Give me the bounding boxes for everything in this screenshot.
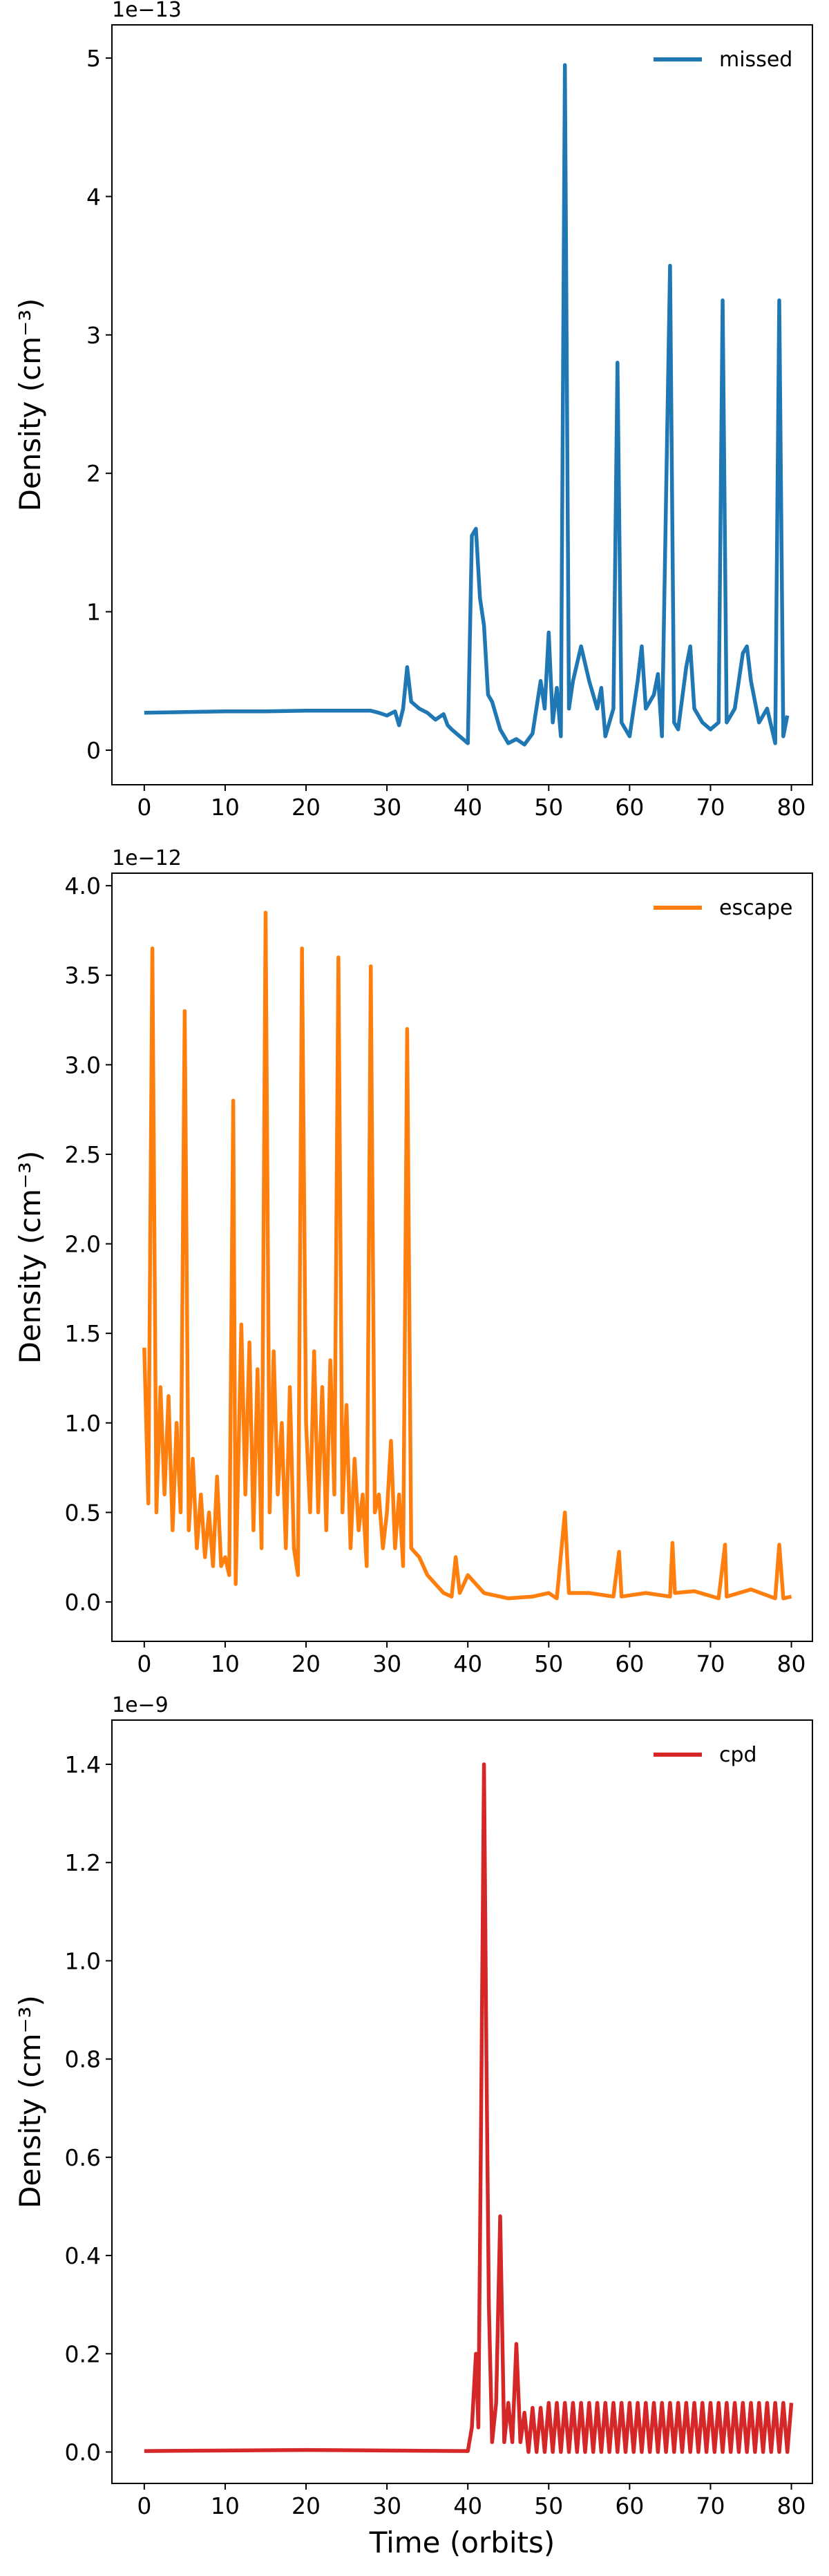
legend-label: cpd xyxy=(719,1743,757,1767)
y-tick-label: 0.0 xyxy=(65,2439,101,2465)
axes-frame xyxy=(111,24,813,785)
y-tick-label: 5 xyxy=(86,45,101,72)
x-tick-label: 70 xyxy=(696,1650,725,1677)
x-tick-label: 40 xyxy=(453,2492,482,2519)
x-tick-label: 20 xyxy=(292,1650,321,1677)
offset-label: 1e−12 xyxy=(112,846,182,870)
x-tick-label: 20 xyxy=(292,2492,321,2519)
x-tick-label: 0 xyxy=(137,1650,151,1677)
x-tick-label: 60 xyxy=(615,794,644,821)
y-tick-label: 0.5 xyxy=(65,1499,101,1526)
data-line xyxy=(142,910,792,1601)
y-tick-label: 2.0 xyxy=(65,1231,101,1258)
x-axis-label: Time (orbits) xyxy=(369,2526,555,2559)
x-tick-label: 40 xyxy=(453,1650,482,1677)
offset-label: 1e−13 xyxy=(112,0,182,22)
y-tick-label: 4 xyxy=(86,183,101,210)
y-tick-label: 1 xyxy=(86,599,101,626)
x-tick-label: 80 xyxy=(777,794,806,821)
legend-label: escape xyxy=(719,896,792,920)
y-tick-label: 1.5 xyxy=(65,1320,101,1347)
x-tick-label: 10 xyxy=(211,2492,240,2519)
x-tick-label: 0 xyxy=(137,2492,151,2519)
x-tick-label: 40 xyxy=(453,794,482,821)
y-tick-label: 0.8 xyxy=(65,2046,101,2073)
x-tick-label: 50 xyxy=(534,2492,563,2519)
x-tick-label: 70 xyxy=(696,794,725,821)
x-tick-label: 60 xyxy=(615,1650,644,1677)
y-axis-label: Density (cm⁻³) xyxy=(13,1995,47,2208)
y-tick-label: 0.6 xyxy=(65,2144,101,2171)
y-tick-label: 0 xyxy=(86,737,101,764)
x-tick-label: 20 xyxy=(292,794,321,821)
data-line xyxy=(144,63,790,747)
x-tick-label: 50 xyxy=(534,1650,563,1677)
x-tick-label: 0 xyxy=(137,794,151,821)
y-tick-label: 3.5 xyxy=(65,962,101,989)
x-tick-label: 50 xyxy=(534,794,563,821)
offset-label: 1e−9 xyxy=(112,1693,169,1717)
y-tick-label: 1.0 xyxy=(65,1410,101,1437)
axes-frame xyxy=(111,872,813,1642)
x-tick-label: 80 xyxy=(777,1650,806,1677)
y-tick-label: 3.0 xyxy=(65,1051,101,1078)
y-tick-label: 1.0 xyxy=(65,1947,101,1974)
y-tick-label: 4.0 xyxy=(65,872,101,899)
x-tick-label: 30 xyxy=(372,794,401,821)
x-tick-label: 60 xyxy=(615,2492,644,2519)
legend-label: missed xyxy=(719,48,792,72)
y-tick-label: 0.4 xyxy=(65,2242,101,2269)
y-tick-label: 1.4 xyxy=(65,1751,101,1778)
y-tick-label: 0.0 xyxy=(65,1589,101,1616)
x-tick-label: 80 xyxy=(777,2492,806,2519)
x-tick-label: 70 xyxy=(696,2492,725,2519)
x-tick-label: 30 xyxy=(372,2492,401,2519)
y-tick-label: 3 xyxy=(86,322,101,349)
y-tick-label: 1.2 xyxy=(65,1849,101,1876)
y-tick-label: 2 xyxy=(86,460,101,487)
x-tick-label: 10 xyxy=(211,794,240,821)
data-line xyxy=(144,1762,794,2454)
y-tick-label: 0.2 xyxy=(65,2340,101,2367)
x-tick-label: 10 xyxy=(211,1650,240,1677)
axes-frame xyxy=(111,1719,813,2484)
y-tick-label: 2.5 xyxy=(65,1141,101,1168)
x-tick-label: 30 xyxy=(372,1650,401,1677)
y-axis-label: Density (cm⁻³) xyxy=(13,298,47,512)
y-axis-label: Density (cm⁻³) xyxy=(13,1151,47,1364)
